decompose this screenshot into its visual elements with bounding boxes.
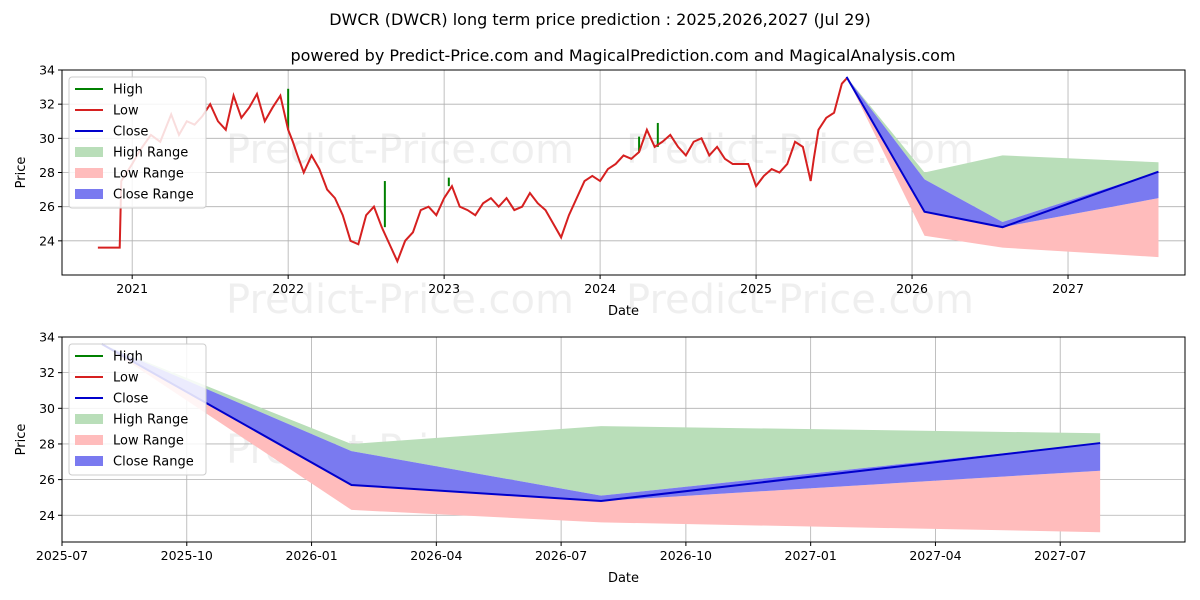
x-tick-label: 2026-07	[535, 548, 587, 563]
y-tick-label: 28	[39, 165, 55, 180]
legend-label-close: Close	[113, 125, 148, 140]
x-tick-label: 2027	[1052, 281, 1084, 296]
y-tick-label: 34	[39, 63, 55, 78]
x-tick-label: 2026-04	[410, 548, 462, 563]
legend-box	[68, 76, 207, 209]
x-tick-label: 2027-04	[909, 548, 961, 563]
x-tick-label: 2027-01	[785, 548, 837, 563]
y-tick-label: 32	[39, 365, 55, 380]
y-tick-label: 28	[39, 436, 55, 451]
legend-label-low: Low	[113, 371, 139, 386]
y-tick-label: 30	[39, 401, 55, 416]
y-tick-label: 26	[39, 472, 55, 487]
y-tick-label: 32	[39, 97, 55, 112]
y-tick-label: 24	[39, 508, 55, 523]
legend-label-high: High	[113, 83, 143, 98]
x-tick-label: 2025-07	[36, 548, 88, 563]
legend-label-high: High	[113, 350, 143, 365]
legend-label-close-range: Close Range	[113, 455, 194, 470]
legend: High Low Close High Range Low Range Close Ran…	[68, 343, 207, 476]
legend-box	[68, 343, 207, 476]
high-range-band	[846, 76, 1159, 223]
chart-title: DWCR (DWCR) long term price prediction :…	[329, 10, 871, 29]
close-range-band	[846, 76, 1159, 228]
x-tick-label: 2027-07	[1034, 548, 1086, 563]
y-tick-label: 24	[39, 233, 55, 248]
legend-label-close-range: Close Range	[113, 188, 194, 203]
plot-area	[97, 76, 1159, 264]
legend-label-low-range: Low Range	[113, 167, 184, 182]
watermark-text: Predict-Price.com	[626, 277, 974, 323]
legend-swatch-close-range	[75, 189, 103, 199]
x-tick-label: 2025-10	[161, 548, 213, 563]
legend-swatch-close-range	[75, 456, 103, 466]
chart-subtitle: powered by Predict-Price.com and Magical…	[290, 46, 955, 65]
x-tick-label: 2025	[740, 281, 772, 296]
plot-area	[101, 343, 1101, 533]
y-axis-label: Price	[14, 157, 29, 189]
y-axis-label: Price	[14, 424, 29, 456]
y-tick-label: 34	[39, 330, 55, 345]
x-tick-label: 2023	[428, 281, 460, 296]
top-panel: Predict-Price.com Predict-Price.com Predic…	[14, 63, 1186, 323]
legend: High Low Close High Range Low Range Close Ran…	[68, 76, 207, 209]
y-tick-label: 26	[39, 199, 55, 214]
bottom-panel: Predict-Price.comPredict-Price.com2025-0…	[14, 330, 1186, 586]
x-tick-label: 2026	[896, 281, 928, 296]
high-range-band	[101, 344, 1101, 496]
close-series-line	[845, 76, 1159, 229]
watermark-text: Predict-Price.com	[626, 127, 974, 173]
x-tick-label: 2024	[584, 281, 616, 296]
x-tick-label: 2022	[272, 281, 304, 296]
low-series-line	[97, 77, 848, 264]
watermark-text: Predict-Price.com	[226, 277, 574, 323]
legend-label-high-range: High Range	[113, 146, 188, 161]
legend-label-low-range: Low Range	[113, 434, 184, 449]
legend-swatch-high-range	[75, 147, 103, 157]
close-range-band	[101, 344, 1101, 501]
x-axis-label: Date	[608, 571, 639, 586]
y-tick-label: 30	[39, 131, 55, 146]
legend-label-low: Low	[113, 104, 139, 119]
watermark-text: Predict-Price.com	[226, 127, 574, 173]
legend-swatch-low-range	[75, 168, 103, 178]
legend-label-close: Close	[113, 392, 148, 407]
x-tick-label: 2026-01	[285, 548, 337, 563]
legend-swatch-low-range	[75, 435, 103, 445]
legend-label-high-range: High Range	[113, 413, 188, 428]
axes-frame	[61, 336, 1186, 543]
x-tick-label: 2026-10	[660, 548, 712, 563]
close-series-line	[101, 343, 1101, 503]
x-axis-label: Date	[608, 304, 639, 319]
legend-swatch-high-range	[75, 414, 103, 424]
x-tick-label: 2021	[116, 281, 148, 296]
